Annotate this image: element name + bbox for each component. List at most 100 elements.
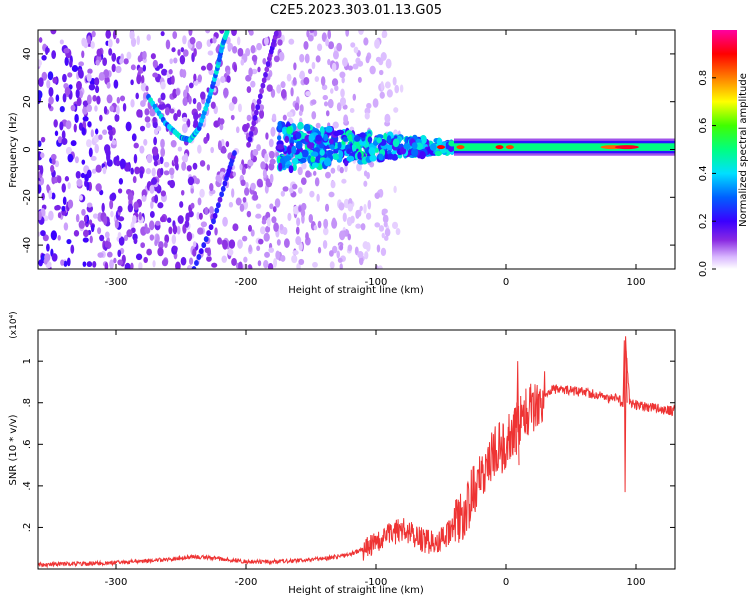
heatmap-cell: [279, 223, 284, 231]
heatmap-cell: [345, 30, 350, 37]
heatmap-cell: [307, 155, 312, 164]
heatmap-cell: [57, 212, 62, 219]
y-tick-label: 1: [22, 358, 33, 364]
heatmap-cell: [103, 215, 108, 226]
heatmap-cell: [89, 235, 93, 244]
heatmap-cell: [227, 42, 234, 51]
heatmap-cell: [299, 70, 305, 80]
heatmap-cell: [336, 250, 340, 259]
heatmap-cell: [331, 219, 338, 229]
heatmap-cell: [69, 59, 73, 68]
heatmap-cell: [264, 153, 269, 163]
heatmap-cell: [166, 217, 172, 223]
heatmap-cell: [223, 87, 229, 98]
doppler-line-point: [215, 202, 221, 209]
heatmap-cell: [257, 66, 261, 73]
heatmap-cell: [86, 73, 92, 82]
heatmap-cell: [280, 255, 286, 262]
heatmap-cell: [292, 205, 300, 215]
heatmap-cell: [342, 57, 348, 67]
heatmap-cell: [149, 211, 155, 218]
heatmap-cell: [210, 101, 216, 109]
heatmap-cell: [221, 255, 227, 263]
heatmap-cell: [109, 199, 114, 210]
heatmap-cell: [383, 221, 388, 228]
heatmap-cell: [297, 187, 303, 194]
heatmap-cell: [339, 263, 343, 269]
heatmap-cell: [360, 223, 366, 231]
heatmap-cell: [255, 213, 262, 219]
heatmap-cell: [75, 171, 81, 179]
heatmap-cell: [325, 171, 331, 179]
heatmap-cell: [109, 259, 114, 269]
heatmap-cell: [116, 96, 121, 104]
heatmap-cell: [208, 206, 215, 215]
heatmap-cell: [355, 209, 360, 219]
heatmap-cell: [181, 123, 188, 134]
heatmap-cell: [222, 239, 228, 250]
heatmap-cell: [269, 173, 274, 184]
heatmap-cell: [170, 139, 177, 148]
heatmap-cell: [188, 210, 194, 218]
heatmap-cell: [111, 63, 116, 73]
heatmap-cell: [60, 259, 65, 266]
heatmap-cell: [374, 192, 381, 199]
y-tick-label: .8: [22, 398, 33, 408]
heatmap-cell: [240, 179, 246, 187]
heatmap-cell: [94, 77, 100, 86]
spectrogram-x-label: Height of straight line (km): [288, 285, 424, 296]
doppler-line-point: [214, 207, 220, 214]
heatmap-cell: [95, 85, 100, 94]
heatmap-cell: [217, 140, 222, 151]
heatmap-cell: [95, 164, 102, 173]
heatmap-cell: [160, 92, 166, 101]
heatmap-cell: [325, 110, 330, 117]
heatmap-cell: [245, 48, 251, 57]
heatmap-cell: [319, 149, 325, 156]
snr-background: [38, 330, 675, 569]
heatmap-cell: [48, 210, 54, 221]
heatmap-cell: [82, 106, 88, 115]
heatmap-cell: [237, 103, 242, 113]
heatmap-cell: [108, 129, 114, 136]
heatmap-cell: [246, 114, 252, 122]
heatmap-cell: [271, 113, 277, 121]
doppler-line-point: [198, 248, 204, 255]
heatmap-cell: [90, 129, 94, 138]
heatmap-cell: [90, 155, 97, 162]
heatmap-cell: [165, 39, 171, 50]
heatmap-cell: [177, 215, 184, 224]
heatmap-cell: [92, 95, 97, 102]
heatmap-cell: [87, 121, 92, 128]
heatmap-cell: [96, 48, 102, 57]
heatmap-cell: [323, 157, 332, 167]
heatmap-cell: [193, 48, 197, 57]
heatmap-cell: [62, 196, 67, 206]
heatmap-cell: [393, 185, 397, 194]
heatmap-cell: [295, 226, 300, 235]
heatmap-cell: [63, 47, 70, 54]
heatmap-cell: [150, 177, 158, 185]
heatmap-cell: [154, 239, 158, 247]
heatmap-cell: [291, 145, 297, 155]
heatmap-cell: [196, 211, 200, 221]
doppler-line-point: [250, 125, 255, 132]
heatmap-cell: [217, 237, 223, 245]
heatmap-cell: [105, 30, 112, 39]
heatmap-cell: [399, 84, 404, 93]
heatmap-cell: [74, 113, 79, 123]
heatmap-cell: [130, 99, 135, 108]
heatmap-cell: [328, 138, 334, 145]
heatmap-cell: [157, 247, 164, 257]
heatmap-cell: [386, 135, 392, 144]
heatmap-cell: [94, 143, 99, 154]
heatmap-cell: [163, 161, 170, 168]
heatmap-cell: [219, 30, 225, 34]
heatmap-cell: [323, 133, 329, 142]
heatmap-cell: [329, 261, 335, 269]
heatmap-cell: [342, 212, 347, 223]
heatmap-cell: [188, 257, 194, 265]
heatmap-cell: [102, 166, 107, 175]
heatmap-cell: [262, 58, 267, 65]
heatmap-cell: [51, 158, 56, 165]
